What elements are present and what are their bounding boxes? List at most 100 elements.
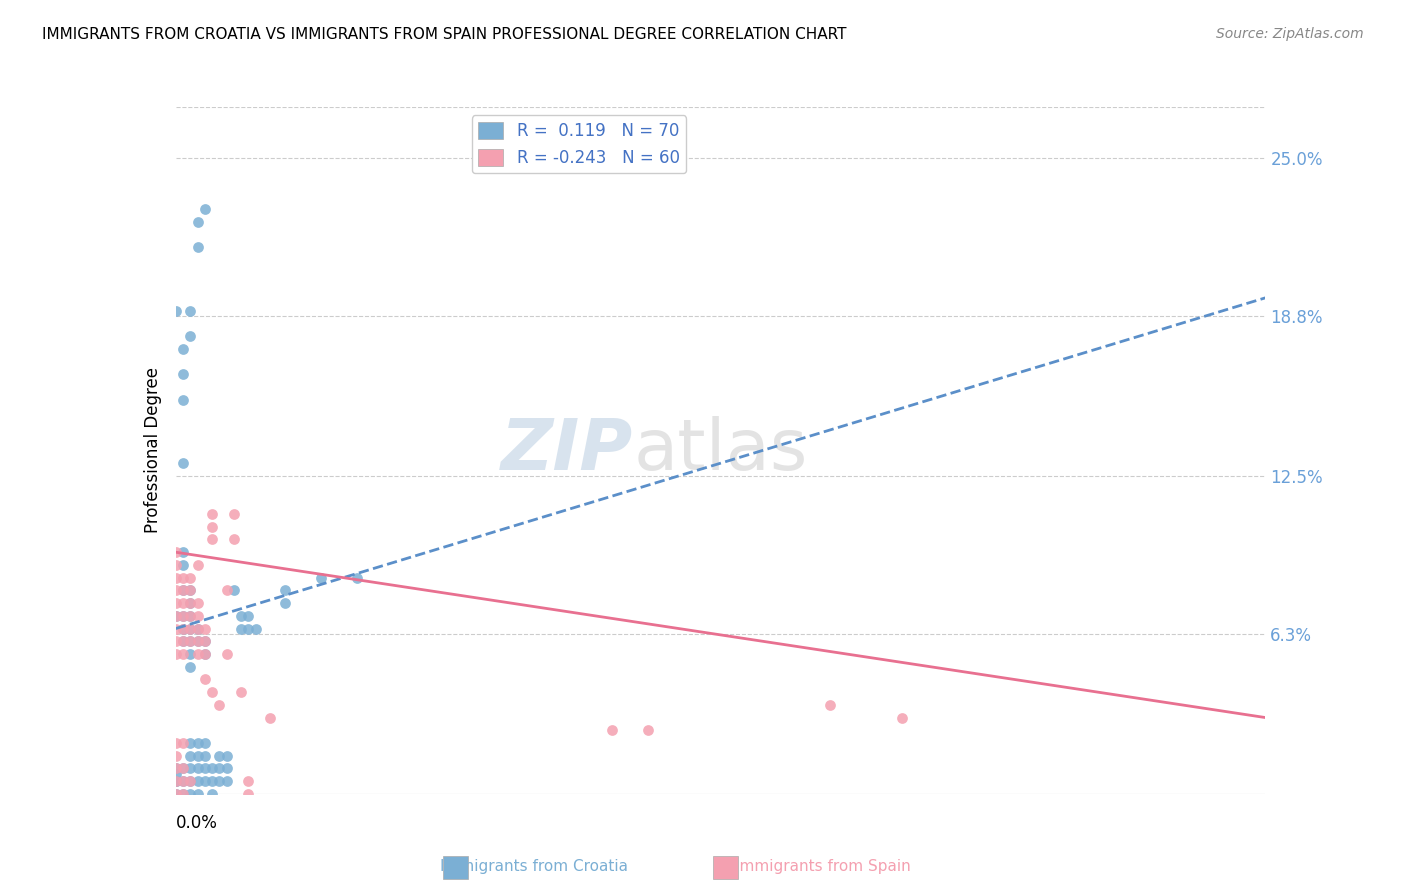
Text: Source: ZipAtlas.com: Source: ZipAtlas.com [1216, 27, 1364, 41]
Point [179, 608, 201, 623]
Point [179, 736, 201, 750]
Point [172, 774, 194, 789]
Point [179, 659, 201, 673]
Point [179, 634, 201, 648]
Bar [713, 856, 738, 879]
Point [186, 748, 209, 763]
Point [179, 571, 201, 585]
Point [165, 634, 187, 648]
Point [165, 647, 187, 661]
Text: ZIP: ZIP [501, 416, 633, 485]
Point [165, 774, 187, 789]
Point [215, 748, 238, 763]
Point [274, 596, 297, 610]
Point [201, 533, 224, 547]
Point [165, 761, 187, 775]
Point [194, 202, 217, 216]
Point [165, 736, 187, 750]
Point [194, 634, 217, 648]
Point [238, 622, 260, 636]
Point [165, 774, 187, 789]
Point [222, 507, 245, 521]
Point [172, 761, 194, 775]
Point [186, 634, 209, 648]
Point [165, 608, 187, 623]
Point [172, 634, 194, 648]
Point [186, 596, 209, 610]
Point [165, 558, 187, 572]
Point [165, 748, 187, 763]
Point [186, 634, 209, 648]
Point [231, 622, 253, 636]
Legend: R =  0.119   N = 70, R = -0.243   N = 60: R = 0.119 N = 70, R = -0.243 N = 60 [471, 115, 686, 173]
Point [172, 622, 194, 636]
Point [309, 571, 332, 585]
Point [186, 787, 209, 801]
Point [215, 774, 238, 789]
Point [186, 608, 209, 623]
Point [172, 558, 194, 572]
Point [172, 608, 194, 623]
Point [172, 392, 194, 407]
Point [165, 787, 187, 801]
Point [179, 608, 201, 623]
Point [186, 736, 209, 750]
Point [194, 748, 217, 763]
Point [818, 698, 841, 712]
Point [186, 647, 209, 661]
Point [274, 583, 297, 598]
Point [172, 608, 194, 623]
Point [201, 520, 224, 534]
Point [165, 571, 187, 585]
Y-axis label: Professional Degree: Professional Degree [143, 368, 162, 533]
Point [186, 622, 209, 636]
Point [186, 761, 209, 775]
Point [222, 533, 245, 547]
Point [179, 583, 201, 598]
Point [201, 685, 224, 699]
Point [165, 766, 187, 780]
Point [179, 303, 201, 318]
Point [179, 634, 201, 648]
Point [245, 622, 267, 636]
Point [238, 608, 260, 623]
Point [208, 774, 231, 789]
Point [179, 583, 201, 598]
Point [165, 303, 187, 318]
Point [165, 787, 187, 801]
Text: atlas: atlas [633, 416, 808, 485]
Point [194, 761, 217, 775]
Point [201, 774, 224, 789]
Point [600, 723, 623, 738]
Point [201, 787, 224, 801]
Point [179, 774, 201, 789]
Point [179, 596, 201, 610]
Point [259, 710, 281, 724]
Point [179, 787, 201, 801]
Point [208, 761, 231, 775]
Point [172, 774, 194, 789]
Point [172, 787, 194, 801]
Point [172, 583, 194, 598]
Point [165, 774, 187, 789]
Point [208, 698, 231, 712]
Point [215, 583, 238, 598]
Point [194, 622, 217, 636]
Point [194, 647, 217, 661]
Point [231, 608, 253, 623]
Point [186, 214, 209, 228]
Bar [443, 856, 468, 879]
Point [186, 774, 209, 789]
Point [179, 761, 201, 775]
Point [238, 774, 260, 789]
Point [172, 545, 194, 559]
Point [172, 736, 194, 750]
Point [172, 342, 194, 356]
Point [201, 761, 224, 775]
Point [194, 736, 217, 750]
Point [165, 596, 187, 610]
Point [194, 774, 217, 789]
Point [891, 710, 914, 724]
Point [165, 545, 187, 559]
Point [179, 622, 201, 636]
